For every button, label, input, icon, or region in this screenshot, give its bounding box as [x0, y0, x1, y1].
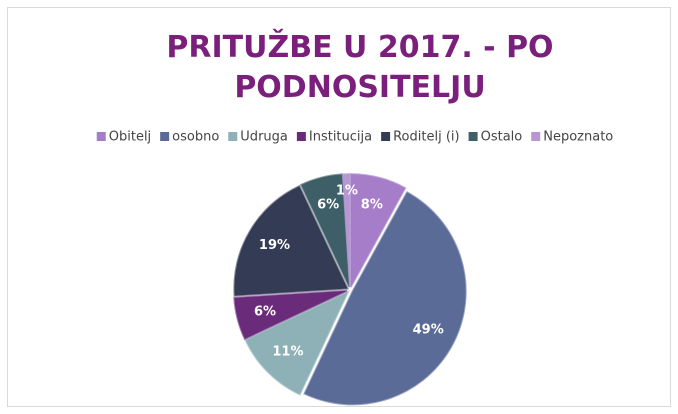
- value-label: 6%: [254, 304, 276, 319]
- value-label: 6%: [317, 198, 339, 213]
- pie-slice: [233, 289, 348, 341]
- value-label: 19%: [259, 238, 290, 253]
- chart-title: PRITUŽBE U 2017. - PO PODNOSITELJU: [166, 29, 553, 105]
- pie-slice: [233, 184, 349, 297]
- legend-swatch: [296, 132, 306, 141]
- value-label: 11%: [272, 345, 303, 360]
- legend-swatch: [228, 132, 238, 141]
- legend-label: Obitelj: [109, 130, 151, 145]
- pie-slice: [341, 173, 351, 288]
- legend-swatch: [381, 132, 391, 141]
- legend-label: Ostalo: [481, 130, 523, 145]
- pie-slice: [303, 190, 467, 406]
- legend-swatch: [468, 132, 478, 141]
- legend-label: Nepoznato: [543, 130, 613, 145]
- legend-swatch: [531, 132, 541, 141]
- value-label: 49%: [413, 322, 444, 337]
- legend-swatch: [160, 132, 170, 141]
- pie-slice: [244, 290, 350, 396]
- legend-label: osobno: [172, 130, 219, 145]
- legend-label: Udruga: [240, 130, 288, 145]
- legend: Obitelj osobno Udruga Institucija Roditelj (…: [96, 130, 613, 145]
- legend-swatch: [96, 132, 106, 141]
- value-label: 1%: [336, 183, 358, 198]
- legend-label: Institucija: [309, 130, 372, 145]
- legend-label: Roditelj (i): [393, 130, 459, 145]
- value-label: 8%: [361, 198, 383, 213]
